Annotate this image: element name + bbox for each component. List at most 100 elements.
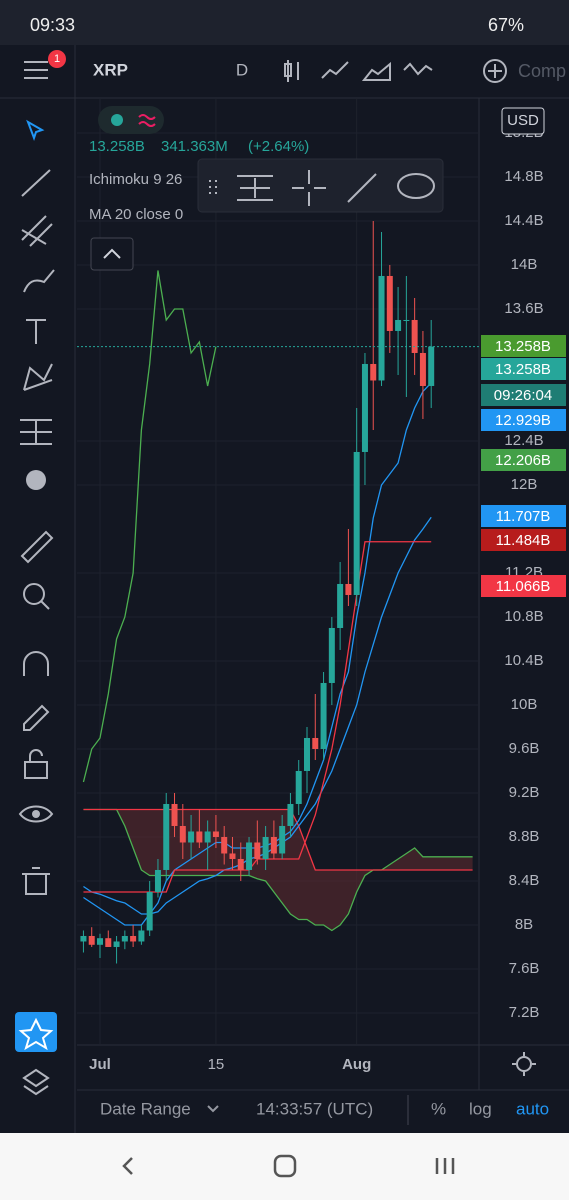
y-tick-label: 9.6B	[509, 740, 540, 757]
candle-body	[411, 319, 418, 353]
price-badge-label: 11.707B	[496, 508, 551, 525]
currency: USD	[507, 112, 539, 129]
candle-body	[428, 346, 435, 386]
nav-bar	[0, 1133, 569, 1200]
price-badge-label: 11.066B	[496, 578, 551, 595]
time-zone[interactable]: 14:33:57 (UTC)	[256, 1099, 373, 1118]
candle-body	[171, 803, 178, 826]
candle-body	[345, 583, 352, 595]
y-tick-label: 7.6B	[509, 960, 540, 977]
favorites-button[interactable]	[15, 1012, 57, 1052]
wave-icon	[138, 114, 156, 127]
auto-toggle[interactable]: auto	[516, 1099, 549, 1118]
y-tick-label: 8.8B	[509, 828, 540, 845]
y-tick-label: 8B	[515, 916, 533, 933]
compare[interactable]: Comp	[518, 61, 566, 81]
y-tick-label: 10B	[511, 696, 538, 713]
log-toggle[interactable]: log	[469, 1099, 492, 1118]
clock: 09:33	[30, 15, 75, 35]
battery: 67%	[488, 15, 524, 35]
home-button[interactable]	[273, 1154, 297, 1178]
candle-body	[378, 275, 385, 381]
candle-body	[386, 275, 393, 331]
date-range[interactable]: Date Range	[100, 1099, 191, 1118]
candle-body	[138, 930, 145, 942]
floating-toolbar	[197, 158, 444, 213]
candle-body	[113, 941, 120, 947]
candle-body	[353, 451, 360, 595]
collapse-button[interactable]	[90, 237, 134, 271]
candle-body	[328, 627, 335, 683]
span-b	[83, 808, 473, 871]
candle-body	[80, 935, 87, 942]
y-tick-label: 12B	[511, 476, 538, 493]
symbol[interactable]: XRP	[93, 60, 128, 79]
compare-icon[interactable]	[483, 59, 507, 83]
candle-body	[130, 935, 137, 942]
dropdown-arrow	[207, 1105, 219, 1113]
x-tick-label: Aug	[342, 1056, 371, 1073]
candle-body	[179, 825, 186, 843]
candle-body	[88, 935, 95, 945]
price-badge	[481, 575, 566, 597]
interval[interactable]: D	[236, 60, 248, 79]
candle-body	[395, 319, 402, 331]
price-badge-label: 09:26:04	[494, 387, 552, 404]
y-tick-label: 14.4B	[504, 212, 543, 229]
candle-body	[146, 891, 153, 931]
candle-body	[295, 770, 302, 804]
candle-body	[279, 825, 286, 854]
candle-body	[312, 737, 319, 749]
price-badge-label: 12.929B	[495, 412, 551, 429]
price-badge	[481, 505, 566, 527]
settings-button[interactable]	[512, 1052, 536, 1076]
currency-box	[501, 107, 545, 135]
candle-body	[361, 363, 368, 452]
status-bar	[0, 0, 569, 45]
candle-body	[105, 938, 112, 947]
layers-button[interactable]	[22, 1068, 50, 1096]
candle-body	[403, 319, 410, 321]
y-tick-label: 12.4B	[504, 432, 543, 449]
dot	[111, 114, 123, 126]
chart-type-button[interactable]	[284, 60, 433, 82]
floating-tools[interactable]	[209, 170, 435, 206]
candle-body	[229, 853, 236, 859]
drawing-tools[interactable]	[18, 119, 55, 895]
legend-price: 13.258B	[89, 138, 145, 155]
indicator-line	[82, 270, 217, 783]
price-badge	[481, 409, 566, 431]
recents-button[interactable]	[435, 1158, 455, 1174]
price-badge-label: 13.258B	[495, 361, 551, 378]
plot: 15.2B14.8B14.4B14B13.6B12.4B12B11.2B10.8…	[77, 98, 544, 1073]
price-badge	[481, 529, 566, 551]
y-tick-label: 8.4B	[509, 872, 540, 889]
candle-body	[188, 831, 195, 843]
price-badge-label: 11.484B	[496, 532, 551, 549]
badge-count: 1	[54, 53, 60, 65]
back-button[interactable]	[122, 1157, 133, 1175]
candle-body	[320, 682, 327, 749]
span-a	[83, 808, 473, 932]
chevron	[103, 248, 121, 259]
price-badge	[481, 335, 566, 357]
candle-body	[163, 803, 170, 870]
y-tick-label: 9.2B	[509, 784, 540, 801]
star	[18, 1017, 54, 1051]
candle-body	[221, 836, 228, 854]
legend-volume: 341.363M	[161, 138, 228, 155]
candle-body	[419, 352, 426, 386]
legend-change: (+2.64%)	[248, 138, 309, 155]
menu-button[interactable]	[24, 61, 48, 79]
y-tick-label: 14B	[511, 256, 538, 273]
x-tick-label: 15	[208, 1056, 225, 1073]
candle-body	[237, 858, 244, 870]
candle-body	[262, 836, 269, 859]
percent-toggle[interactable]: %	[431, 1099, 446, 1118]
candle-body	[304, 737, 310, 771]
candle-body	[246, 842, 253, 870]
visibility-toggle[interactable]	[98, 106, 164, 134]
y-tick-label: 14.8B	[504, 168, 543, 185]
